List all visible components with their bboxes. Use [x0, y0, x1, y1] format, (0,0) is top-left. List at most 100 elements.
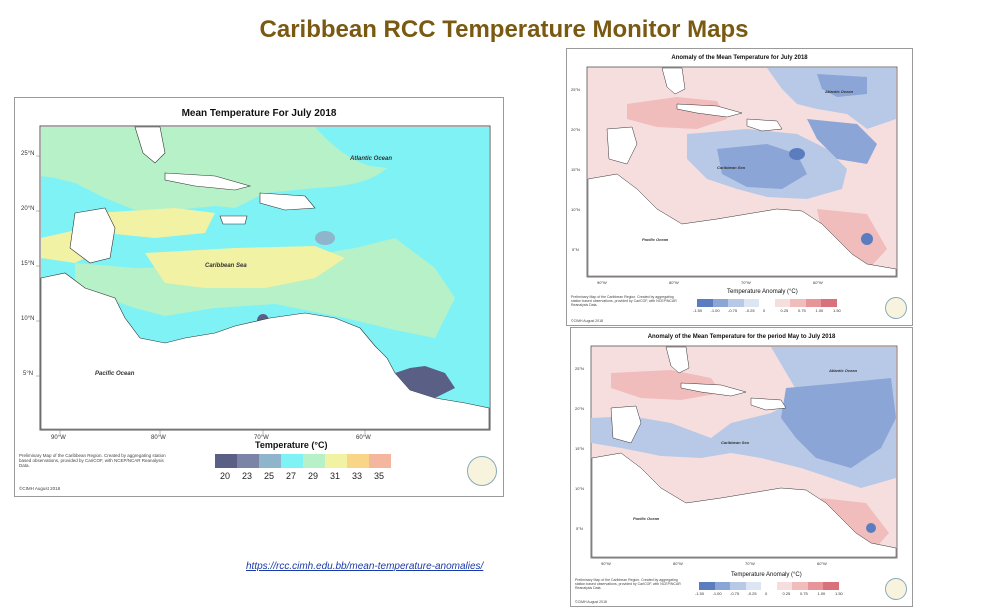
map-caption: Preliminary Map of the Caribbean Region.…	[19, 453, 166, 469]
colorbar-swatch	[776, 582, 793, 590]
slide-title: Caribbean RCC Temperature Monitor Maps	[259, 16, 749, 43]
cimh-logo	[467, 456, 497, 486]
colorbar-tick-label: 0	[763, 308, 766, 313]
colorbar-swatch	[823, 582, 839, 590]
colorbar-swatch	[790, 299, 806, 307]
lat-label: 20°N	[21, 206, 35, 212]
colorbar-swatch	[774, 299, 791, 307]
colorbar-tick-label: -1.50	[693, 308, 703, 313]
colorbar-tick-label: 0.25	[782, 591, 791, 596]
cimh-logo	[885, 297, 907, 319]
atlantic-ocean-label: Atlantic Ocean	[829, 368, 858, 373]
lon-label: 60°W	[813, 280, 823, 285]
colorbar-swatch	[215, 454, 237, 468]
temperature-colorbar	[215, 454, 391, 468]
map-caption: Preliminary Map of the Caribbean Region.…	[575, 578, 681, 591]
colorbar-tick-label: 23	[242, 471, 253, 481]
map-title: Mean Temperature For July 2018	[181, 108, 337, 119]
colorbar-tick-label: 1.00	[817, 591, 826, 596]
lon-label: 80°W	[673, 561, 683, 566]
colorbar-swatch	[807, 582, 824, 590]
map-credit: ©CIMH August 2018	[19, 486, 61, 491]
colorbar-tick-label: 1.50	[833, 308, 841, 313]
legend-title: Temperature Anomaly (°C)	[731, 572, 802, 578]
colorbar-swatch	[303, 454, 325, 468]
colorbar-tick-label: 0.75	[800, 591, 808, 596]
colorbar-tick-label: -0.25	[745, 308, 755, 313]
colorbar-swatch	[347, 454, 369, 468]
lat-label: 25°N	[21, 151, 35, 157]
colorbar-tick-label: 31	[330, 471, 341, 481]
lat-label: 5°N	[572, 247, 579, 252]
lon-label: 70°W	[745, 561, 755, 566]
lat-label: 10°N	[571, 207, 580, 212]
colorbar-tick-label: 27	[286, 471, 297, 481]
colorbar-tick-label: 29	[308, 471, 319, 481]
lon-label: 90°W	[597, 280, 607, 285]
colorbar-swatch	[759, 299, 775, 307]
lat-label: 5°N	[23, 371, 34, 377]
colorbar-swatch	[743, 299, 760, 307]
lon-label: 70°W	[741, 280, 751, 285]
colorbar-tick-label: 25	[264, 471, 275, 481]
pacific-ocean-label: Pacific Ocean	[642, 237, 669, 242]
lat-label: 10°N	[575, 486, 584, 491]
temperature-ticks: 20 23 25 27 29 31 33 35	[215, 471, 391, 483]
colorbar-swatch	[745, 582, 762, 590]
map-title: Anomaly of the Mean Temperature for July…	[671, 55, 808, 61]
pacific-ocean-label: Pacific Ocean	[95, 371, 135, 377]
atlantic-ocean-label: Atlantic Ocean	[825, 89, 854, 94]
mean-temperature-plot	[36, 125, 491, 434]
lat-label: 20°N	[571, 127, 580, 132]
colorbar-tick-label: -0.25	[747, 591, 757, 596]
lon-label: 80°W	[669, 280, 679, 285]
colorbar-tick-label: -1.00	[710, 308, 720, 313]
lat-label: 20°N	[575, 406, 584, 411]
colorbar-swatch	[805, 299, 822, 307]
colorbar-tick-label: 0	[765, 591, 768, 596]
colorbar-swatch	[714, 582, 731, 590]
cimh-logo	[885, 578, 907, 600]
colorbar-tick-label: 1.00	[815, 308, 824, 313]
legend-title: Temperature (°C)	[255, 440, 328, 450]
colorbar-tick-label: 0.75	[798, 308, 806, 313]
colorbar-tick-label: 0.25	[780, 308, 789, 313]
colorbar-tick-label: 33	[352, 471, 363, 481]
anomaly-may-july-plot	[590, 345, 898, 559]
anomaly-colorbar	[699, 582, 839, 590]
anomaly-ticks: -1.50 -1.00 -0.75 -0.25 0 0.25 0.75 1.00 1.50	[693, 308, 841, 316]
caribbean-sea-label: Caribbean Sea	[721, 440, 749, 445]
anomaly-ticks: -1.50 -1.00 -0.75 -0.25 0 0.25 0.75 1.00 1.50	[695, 591, 843, 599]
colorbar-tick-label: 1.50	[835, 591, 843, 596]
colorbar-swatch	[712, 299, 729, 307]
lat-label: 25°N	[575, 366, 584, 371]
colorbar-tick-label: -1.00	[712, 591, 722, 596]
lat-label: 15°N	[21, 261, 35, 267]
mean-temperature-map: Mean Temperature For July 2018	[14, 97, 504, 497]
anomaly-colorbar	[697, 299, 837, 307]
atlantic-ocean-label: Atlantic Ocean	[350, 156, 393, 162]
caribbean-sea-label: Caribbean Sea	[717, 165, 745, 170]
anomaly-map-july: Anomaly of the Mean Temperature for July…	[566, 48, 913, 326]
lon-label: 60°W	[817, 561, 827, 566]
colorbar-swatch	[325, 454, 347, 468]
anomaly-map-may-july: Anomaly of the Mean Temperature for the …	[570, 327, 913, 607]
colorbar-swatch	[369, 454, 391, 468]
colorbar-swatch	[728, 299, 744, 307]
lat-label: 10°N	[21, 316, 35, 322]
colorbar-tick-label: -0.75	[730, 591, 740, 596]
map-caption: Preliminary Map of the Caribbean Region.…	[571, 295, 677, 308]
colorbar-swatch	[821, 299, 837, 307]
colorbar-swatch	[699, 582, 715, 590]
colorbar-swatch	[792, 582, 808, 590]
colorbar-swatch	[697, 299, 713, 307]
lon-label: 70°W	[254, 435, 269, 441]
pacific-ocean-label: Pacific Ocean	[633, 516, 660, 521]
lat-label: 5°N	[576, 526, 583, 531]
colorbar-tick-label: 35	[374, 471, 385, 481]
lon-label: 90°W	[51, 435, 66, 441]
lon-label: 80°W	[151, 435, 166, 441]
source-link[interactable]: https://rcc.cimh.edu.bb/mean-temperature…	[246, 561, 484, 572]
colorbar-swatch	[237, 454, 259, 468]
caribbean-sea-label: Caribbean Sea	[205, 263, 247, 269]
